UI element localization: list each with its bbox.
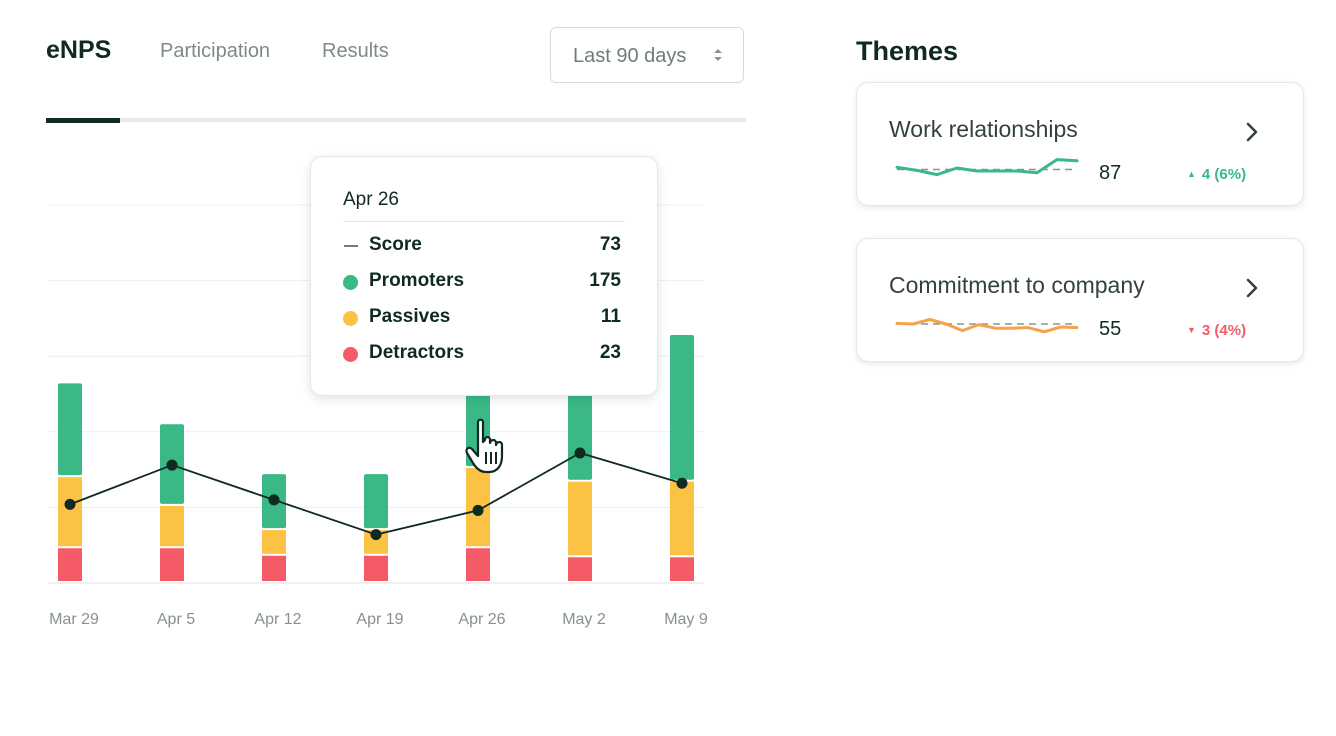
bar-passives	[670, 481, 694, 556]
theme-change: ▼ 3 (4%)	[1187, 322, 1246, 339]
theme-card-commitment-to-company[interactable]: Commitment to company 55 ▼ 3 (4%)	[856, 238, 1304, 362]
tooltip-date: Apr 26	[343, 189, 399, 210]
x-tick-label: Apr 5	[157, 611, 195, 628]
theme-change: ▲ 4 (6%)	[1187, 166, 1246, 183]
score-dash-icon	[344, 245, 358, 247]
score-point	[370, 529, 382, 541]
score-point	[64, 498, 76, 510]
tooltip-value: 73	[599, 234, 621, 255]
tooltip-label: Promoters	[369, 270, 465, 291]
bar-detractors	[58, 548, 82, 581]
theme-sparkline	[895, 318, 1079, 334]
tab-participation[interactable]: Participation	[160, 40, 271, 62]
x-tick-label: May 2	[562, 611, 606, 628]
bar-passives	[364, 530, 388, 554]
tooltip-label: Detractors	[369, 342, 465, 363]
active-tab-indicator	[46, 118, 120, 123]
bar-detractors	[160, 548, 184, 581]
tooltip-value: 11	[600, 306, 621, 327]
theme-score: 55	[1099, 318, 1122, 340]
tab-track	[46, 118, 746, 122]
tooltip-value: 23	[599, 342, 621, 363]
tooltip-label: Score	[369, 234, 422, 255]
x-tick-label: Apr 26	[458, 611, 505, 628]
x-axis-ticks: Mar 29 Apr 5 Apr 12 Apr 19 Apr 26 May 2 May 9	[49, 611, 708, 628]
tab-results[interactable]: Results	[322, 40, 389, 62]
x-tick-label: Apr 19	[356, 611, 403, 628]
tab-enps[interactable]: eNPS	[46, 36, 112, 64]
theme-change-value: 3 (4%)	[1201, 322, 1247, 339]
theme-card-title: Commitment to company	[889, 272, 1145, 298]
tooltip-divider	[343, 221, 625, 222]
bar-promoters	[58, 383, 82, 476]
promoters-dot-icon	[343, 275, 358, 290]
bar-promoters	[670, 335, 694, 480]
theme-score: 87	[1099, 162, 1122, 184]
bar-promoters	[364, 474, 388, 529]
x-tick-label: Mar 29	[49, 611, 99, 628]
period-select-value: Last 90 days	[573, 45, 687, 67]
detractors-dot-icon	[343, 347, 358, 362]
sparkline-path	[895, 318, 1079, 334]
bar-detractors	[568, 557, 592, 581]
bar-passives	[568, 481, 592, 556]
bar-detractors	[670, 557, 694, 581]
score-point	[574, 447, 586, 459]
chevron-right-icon[interactable]	[1245, 277, 1259, 299]
score-point	[472, 504, 484, 516]
hand-pointer-cursor-icon	[465, 418, 504, 474]
trend-up-icon: ▲	[1187, 169, 1196, 179]
tooltip-row-passives: Passives 11	[343, 306, 621, 330]
theme-card-title: Work relationships	[889, 116, 1078, 142]
theme-change-value: 4 (6%)	[1201, 166, 1247, 183]
score-point	[268, 494, 280, 506]
x-tick-label: Apr 12	[254, 611, 301, 628]
tooltip-row-promoters: Promoters 175	[343, 270, 621, 294]
passives-dot-icon	[343, 311, 358, 326]
score-point	[166, 459, 178, 471]
tooltip-row-detractors: Detractors 23	[343, 342, 621, 366]
theme-card-work-relationships[interactable]: Work relationships 87 ▲ 4 (6%)	[856, 82, 1304, 206]
period-select[interactable]: Last 90 days	[550, 27, 744, 83]
score-point	[676, 477, 688, 489]
x-tick-label: May 9	[664, 611, 708, 628]
tooltip-label: Passives	[369, 306, 451, 327]
tooltip-row-score: Score 73	[343, 234, 621, 258]
themes-heading: Themes	[856, 36, 959, 66]
bar-detractors	[364, 555, 388, 581]
bar-detractors	[466, 548, 490, 581]
bar-passives	[160, 505, 184, 547]
theme-sparkline	[895, 158, 1079, 177]
trend-down-icon: ▼	[1187, 325, 1196, 335]
score-line	[64, 447, 688, 541]
chart-tooltip: Apr 26 Score 73 Promoters 175 Passives 1…	[310, 156, 658, 396]
bar-passives	[262, 530, 286, 554]
sparkline-path	[895, 158, 1079, 177]
tooltip-value: 175	[589, 270, 621, 291]
bar-passives	[58, 477, 82, 547]
bar-detractors	[262, 555, 286, 581]
chevron-right-icon[interactable]	[1245, 121, 1259, 143]
sort-arrows-icon	[714, 49, 722, 61]
